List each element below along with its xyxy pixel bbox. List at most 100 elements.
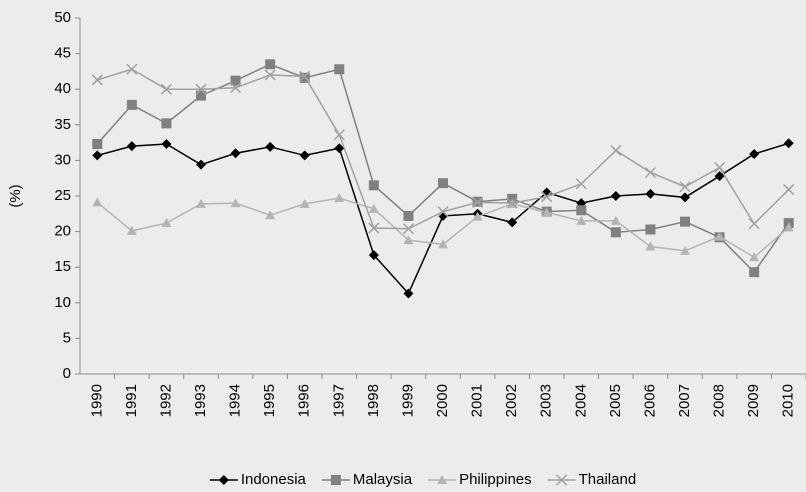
data-point xyxy=(437,206,449,218)
data-point xyxy=(368,203,379,213)
data-point xyxy=(644,166,656,179)
y-tick-label: 35 xyxy=(54,116,71,133)
legend-label: Philippines xyxy=(459,471,532,488)
data-point xyxy=(333,129,345,141)
data-point xyxy=(230,82,242,94)
y-tick-label: 5 xyxy=(63,329,71,346)
data-point xyxy=(783,184,795,196)
data-point xyxy=(645,224,656,235)
y-tick-label: 50 xyxy=(54,9,71,26)
data-point xyxy=(195,83,207,95)
data-point xyxy=(265,210,276,220)
data-point xyxy=(403,288,414,299)
x-tick-label: 1991 xyxy=(123,384,140,417)
x-tick-label: 2008 xyxy=(711,384,728,417)
data-point xyxy=(680,192,690,203)
legend-item: Philippines xyxy=(428,471,532,488)
data-point xyxy=(126,63,138,75)
legend-item: Malaysia xyxy=(321,471,413,488)
legend-item: Indonesia xyxy=(209,471,307,488)
data-point xyxy=(160,83,172,95)
x-tick-label: 2003 xyxy=(538,384,555,417)
data-point xyxy=(680,245,690,255)
data-point xyxy=(679,181,691,193)
data-point xyxy=(610,191,621,201)
x-tick-label: 2000 xyxy=(434,384,451,417)
data-point xyxy=(575,178,587,190)
x-tick-label: 2007 xyxy=(676,384,693,417)
x-tick-label: 1998 xyxy=(365,384,382,417)
legend-marker xyxy=(437,475,448,484)
data-point xyxy=(438,239,448,249)
data-point xyxy=(334,143,345,154)
data-point xyxy=(230,148,241,159)
x-tick-label: 1997 xyxy=(330,384,347,417)
x-tick-label: 2002 xyxy=(503,384,520,417)
y-tick-label: 15 xyxy=(54,258,71,275)
data-point xyxy=(749,252,760,262)
data-point xyxy=(783,222,794,232)
data-point xyxy=(506,197,518,209)
data-point xyxy=(610,144,622,156)
data-point xyxy=(368,250,379,261)
data-point xyxy=(368,180,379,191)
data-point xyxy=(749,267,760,278)
y-tick-label: 20 xyxy=(54,223,71,240)
data-point xyxy=(265,59,276,70)
data-point xyxy=(783,138,794,149)
data-point xyxy=(368,222,380,234)
x-tick-label: 2004 xyxy=(572,384,589,417)
data-point xyxy=(472,211,483,221)
data-point xyxy=(92,139,103,150)
legend-marker xyxy=(218,475,229,485)
data-point xyxy=(92,150,103,161)
data-point xyxy=(645,188,656,199)
y-tick-label: 0 xyxy=(63,365,71,382)
data-point xyxy=(714,171,725,182)
data-point xyxy=(748,218,760,230)
data-point xyxy=(299,150,310,161)
legend-item: Thailand xyxy=(547,471,636,488)
data-point xyxy=(161,118,172,129)
data-point xyxy=(334,64,345,75)
x-tick-label: 2006 xyxy=(641,384,658,417)
legend-marker xyxy=(556,474,568,486)
data-point xyxy=(91,74,103,86)
legend-label: Malaysia xyxy=(353,471,413,488)
x-tick-label: 1990 xyxy=(88,384,105,417)
x-tick-label: 1999 xyxy=(399,384,416,417)
legend-marker xyxy=(330,475,341,485)
data-point xyxy=(230,198,241,208)
data-point xyxy=(402,223,414,235)
data-point xyxy=(541,207,552,217)
data-point xyxy=(230,75,241,86)
data-point xyxy=(541,191,553,203)
data-point xyxy=(126,225,137,235)
data-point xyxy=(576,205,587,216)
x-tick-label: 1994 xyxy=(227,384,244,417)
data-point xyxy=(196,159,206,170)
x-tick-label: 1996 xyxy=(296,384,313,417)
legend-label: Indonesia xyxy=(241,471,307,488)
data-point xyxy=(576,215,587,225)
y-tick-label: 45 xyxy=(54,45,71,62)
data-point xyxy=(403,210,414,221)
data-point xyxy=(610,215,621,225)
data-point xyxy=(645,241,656,251)
x-tick-label: 2009 xyxy=(745,384,762,417)
data-point xyxy=(161,218,172,228)
data-point xyxy=(749,148,760,159)
data-point xyxy=(299,198,310,208)
data-point xyxy=(92,197,103,207)
data-point xyxy=(126,99,137,110)
y-tick-label: 30 xyxy=(54,151,71,168)
data-point xyxy=(196,198,206,208)
data-point xyxy=(334,193,345,203)
data-point xyxy=(610,227,621,238)
x-tick-label: 1992 xyxy=(157,384,174,417)
data-point xyxy=(680,216,690,227)
y-axis-label: (%) xyxy=(7,184,24,207)
data-point xyxy=(299,70,311,82)
data-point xyxy=(265,141,276,152)
